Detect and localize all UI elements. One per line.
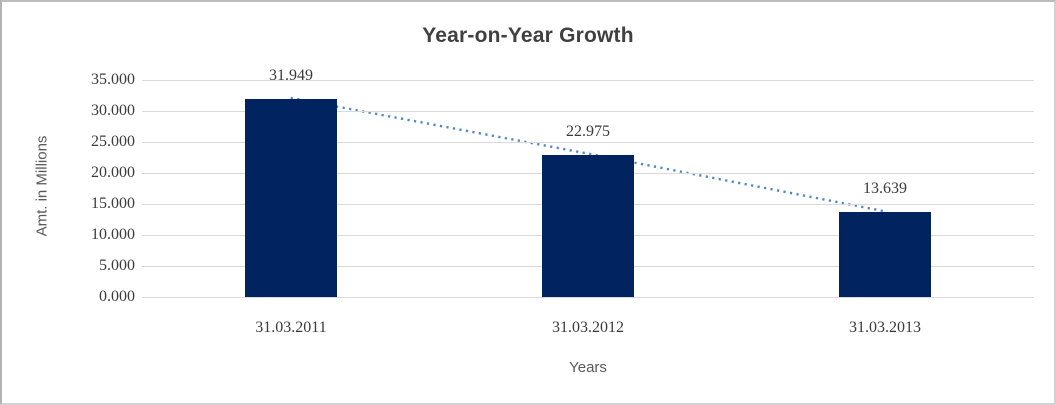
chart-title: Year-on-Year Growth (422, 24, 634, 47)
y-tick-label: 15.000 (91, 195, 135, 212)
y-tick-label: 30.000 (91, 102, 135, 119)
bar (542, 155, 634, 297)
bar-value-label: 13.639 (863, 180, 907, 197)
x-tick-label: 31.03.2011 (255, 319, 327, 336)
y-tick-label: 0.000 (99, 288, 135, 305)
gridline (142, 142, 1034, 143)
bar (245, 99, 337, 297)
gridline (142, 111, 1034, 112)
gridline (142, 80, 1034, 81)
y-tick-label: 20.000 (91, 164, 135, 181)
y-tick-label: 5.000 (99, 257, 135, 274)
bar-value-label: 31.949 (269, 67, 313, 84)
bar-value-label: 22.975 (566, 123, 610, 140)
y-tick-label: 10.000 (91, 226, 135, 243)
bar (839, 212, 931, 297)
x-tick-label: 31.03.2013 (849, 319, 921, 336)
x-axis-title: Years (569, 359, 607, 376)
y-tick-label: 25.000 (91, 133, 135, 150)
y-tick-label: 35.000 (91, 71, 135, 88)
x-tick-label: 31.03.2012 (552, 319, 624, 336)
gridline (142, 297, 1034, 298)
